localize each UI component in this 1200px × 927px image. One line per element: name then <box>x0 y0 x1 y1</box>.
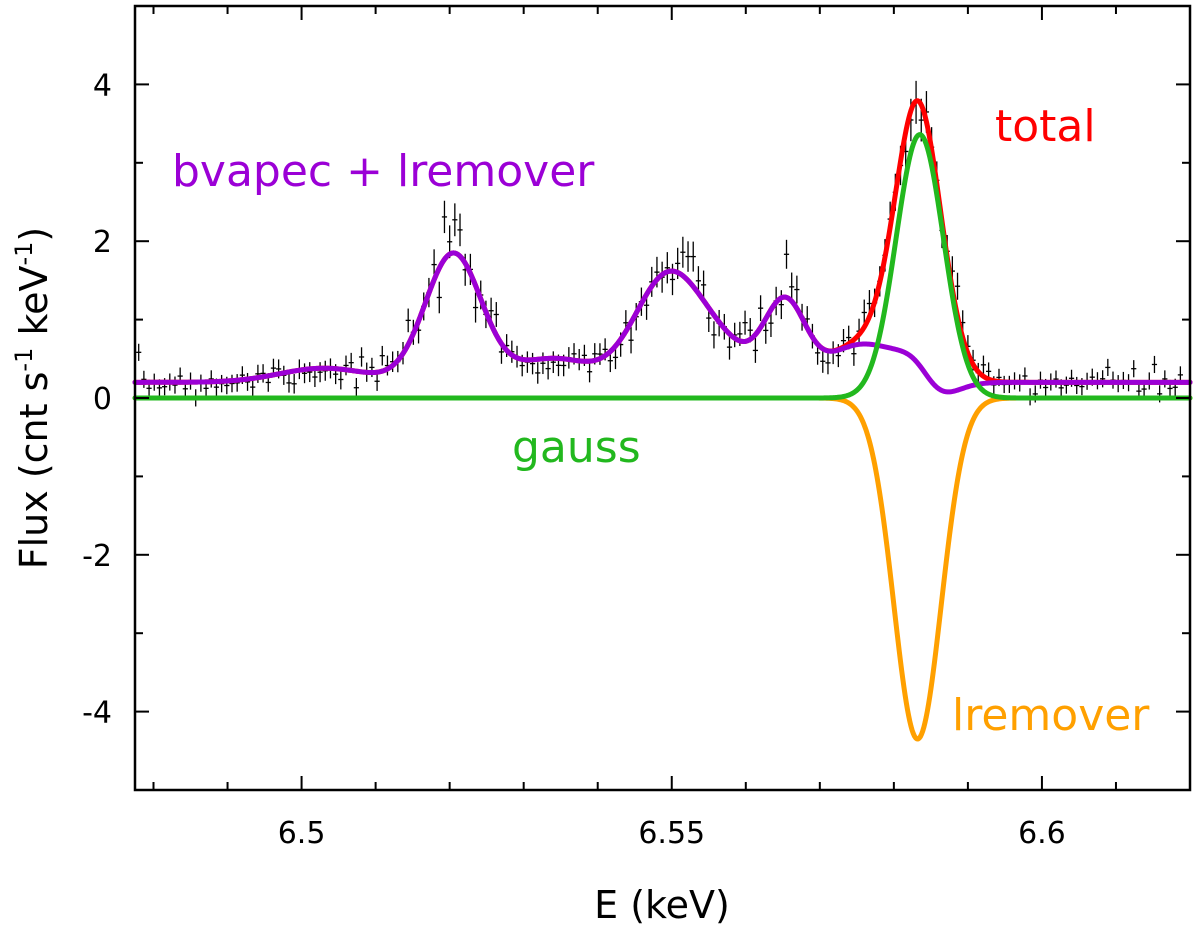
data-point <box>690 241 696 272</box>
data-point <box>726 334 733 360</box>
data-point <box>628 327 634 354</box>
lremover-curve <box>132 395 1193 742</box>
y-tick-label: 2 <box>93 225 112 260</box>
y-axis-title-main: Flux (cnt s <box>12 372 56 570</box>
data-point <box>457 213 463 247</box>
data-point <box>172 376 178 394</box>
data-point <box>472 292 479 323</box>
data-point <box>540 352 546 375</box>
ticks-layer: 6.5 6.55 6.6 -4 -2 0 2 4 <box>82 5 1191 851</box>
y-tick-label: 0 <box>93 382 112 417</box>
data-point <box>234 374 240 392</box>
data-point <box>405 308 411 333</box>
x-tick-label: 6.5 <box>278 816 326 851</box>
data-point <box>820 349 826 373</box>
data-point <box>441 200 448 234</box>
data-point <box>436 281 442 314</box>
data-point <box>307 362 313 383</box>
data-point <box>379 345 385 366</box>
data-point <box>141 370 147 388</box>
data-point <box>783 239 790 269</box>
x-axis-title: E (keV) <box>594 883 730 927</box>
data-point <box>789 272 795 302</box>
label-total: total <box>995 101 1096 152</box>
data-point <box>529 352 536 375</box>
label-bvapec-lremover: bvapec + lremover <box>172 146 595 197</box>
y-tick-label: -4 <box>82 696 112 731</box>
y-axis-title-end: ) <box>12 227 56 242</box>
bvapec-lremover-curve <box>132 250 1193 395</box>
gauss-curve <box>132 132 1193 401</box>
data-point <box>244 372 251 391</box>
data-point <box>317 362 323 383</box>
data-point <box>1131 360 1137 378</box>
data-point <box>208 370 214 388</box>
data-point <box>250 378 256 397</box>
data-point <box>711 321 717 349</box>
y-axis-title-mid: keV <box>12 266 56 348</box>
label-gauss: gauss <box>512 422 641 473</box>
data-point <box>1151 355 1158 374</box>
data-point <box>291 374 297 394</box>
data-point <box>1105 358 1111 376</box>
label-lremover: lremover <box>952 690 1150 741</box>
y-tick-label: 4 <box>93 68 112 103</box>
data-point <box>452 203 458 237</box>
y-axis-title-exp1: -1 <box>10 348 38 372</box>
data-point <box>685 241 691 272</box>
data-point <box>778 290 784 320</box>
data-point <box>353 377 359 398</box>
data-point <box>136 343 142 361</box>
data-point <box>338 369 344 390</box>
data-point <box>550 351 556 374</box>
data-point <box>980 355 987 375</box>
data-point <box>742 310 748 335</box>
data-point <box>669 263 676 296</box>
y-axis-title-exp2: -1 <box>10 242 38 266</box>
data-point <box>1053 370 1059 388</box>
data-point <box>535 362 541 384</box>
x-tick-label: 6.6 <box>1018 816 1066 851</box>
data-point <box>752 337 759 363</box>
data-point <box>758 295 764 322</box>
data-point <box>301 363 308 384</box>
y-tick-label: -2 <box>82 539 112 574</box>
data-point <box>1063 376 1069 394</box>
data-point <box>286 373 292 393</box>
data-point <box>322 360 328 381</box>
model-curves-layer <box>132 98 1193 742</box>
data-point <box>545 357 551 380</box>
data-point <box>680 236 686 268</box>
data-point <box>954 272 961 300</box>
data-point <box>374 371 380 391</box>
x-tick-label: 6.55 <box>638 816 705 851</box>
y-axis-title: Flux (cnt s-1 keV-1) <box>10 227 56 569</box>
data-point <box>229 374 235 393</box>
data-point <box>260 364 266 383</box>
data-point <box>586 361 593 383</box>
data-point <box>861 299 867 326</box>
data-point <box>358 347 365 367</box>
data-point <box>700 270 707 300</box>
data-point <box>664 252 670 284</box>
data-point <box>825 351 831 375</box>
data-point <box>1074 376 1080 395</box>
data-point <box>493 302 499 327</box>
data-point <box>794 275 800 304</box>
data-point <box>1162 370 1168 388</box>
